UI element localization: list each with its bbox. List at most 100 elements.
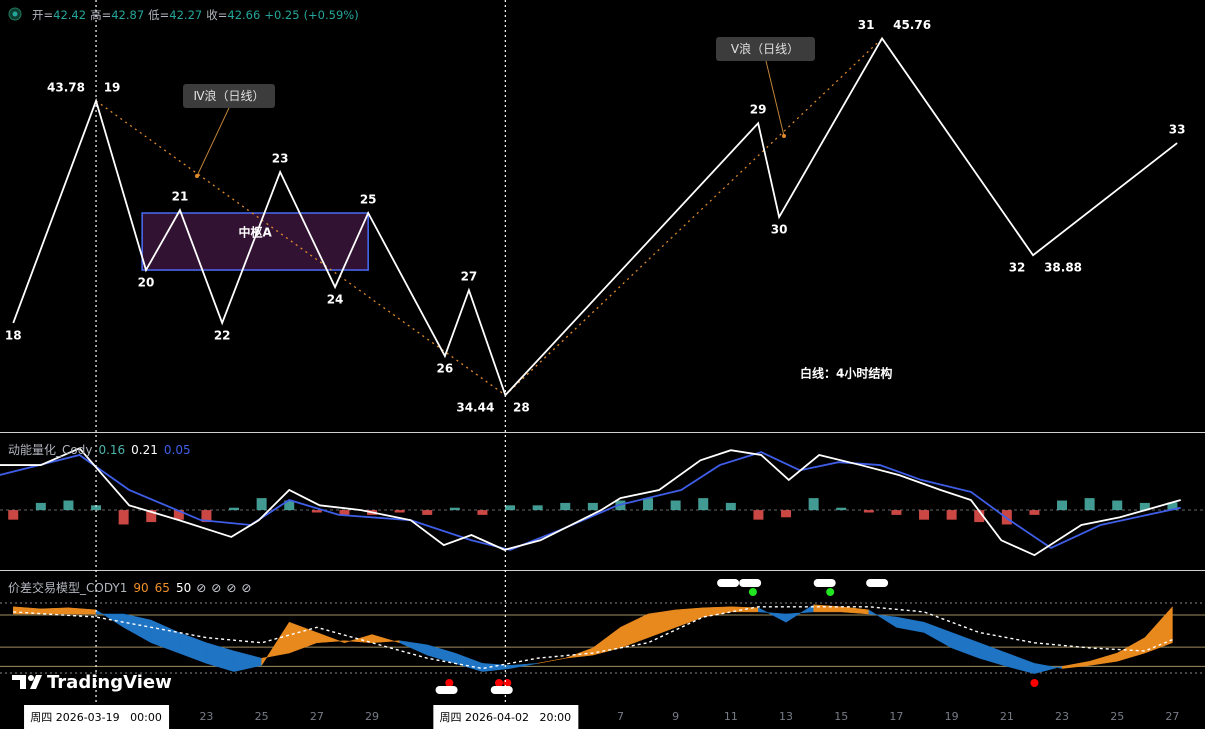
ohlc-value: 42.27	[169, 8, 202, 22]
histogram-bar	[974, 510, 985, 523]
cloud-segment	[288, 621, 318, 654]
status-icon-dot	[12, 11, 18, 17]
flag-icon: ⊘	[241, 581, 251, 595]
cloud-segment	[261, 621, 290, 667]
indicator-value: 0.16	[98, 443, 125, 457]
histogram-bar	[284, 500, 295, 511]
wave-label: 27	[461, 270, 478, 284]
histogram-bar	[1057, 500, 1068, 511]
histogram-bar	[256, 498, 267, 511]
wave-label: 31	[858, 18, 875, 32]
cloud-segment	[565, 647, 594, 659]
wave-label: 32	[1009, 261, 1026, 275]
histogram-bar	[781, 510, 792, 518]
histogram-bar	[173, 510, 184, 520]
wave-label: 19	[104, 80, 121, 94]
brand-name: TradingView	[47, 672, 172, 693]
signal-marker	[503, 679, 512, 687]
callout-dot	[782, 134, 786, 138]
header: 开=42.42 高=42.87 低=42.27 收=42.66 +0.25 (+0.59%…	[8, 7, 359, 22]
x-tick-label: 25	[1110, 710, 1124, 723]
wave-label: 33	[1169, 123, 1186, 137]
histogram-bar	[643, 498, 654, 511]
cloud-segment	[1144, 606, 1173, 654]
pivot-label: 中枢A	[239, 225, 273, 240]
cloud-segment	[537, 657, 566, 664]
histogram-bar	[91, 505, 102, 511]
cloud-segment	[702, 606, 732, 618]
x-tick-label: 23	[199, 710, 213, 723]
x-tick-label: 15	[834, 710, 848, 723]
cloud-segment	[923, 621, 952, 649]
cloud-segment	[1116, 637, 1146, 662]
wave-label: 21	[172, 190, 189, 204]
indicator-name: 动能量化_Cody	[8, 443, 92, 457]
ohlc-value: 42.42	[53, 8, 86, 22]
indicator-value: 0.05	[164, 443, 191, 457]
histogram-bar	[1084, 498, 1095, 511]
cloud-segment	[509, 663, 538, 669]
cloud-segment	[675, 607, 704, 628]
histogram-bar	[505, 505, 516, 511]
logo-mark	[12, 675, 42, 689]
cloud-segment	[233, 650, 262, 672]
signal-marker	[866, 579, 889, 587]
ohlc-label: 开=	[32, 8, 53, 22]
cloud-segment	[592, 626, 621, 656]
cloud-segment	[399, 640, 428, 656]
histogram-bar	[1112, 500, 1123, 511]
wave-label: 20	[138, 276, 155, 290]
histogram-bar	[449, 507, 460, 511]
indicator-title: 动能量化_Cody 0.16 0.21 0.05	[8, 443, 191, 457]
histogram-bar	[477, 510, 488, 515]
price-label: 43.78	[47, 80, 85, 94]
flag-icon: ⊘	[226, 581, 236, 595]
flag-icon: ⊘	[196, 581, 206, 595]
histogram-bar	[311, 510, 322, 513]
x-tick-label: 13	[779, 710, 793, 723]
histogram-bar	[229, 507, 240, 511]
ohlc-label: 高=	[90, 8, 111, 22]
cloud-segment	[68, 607, 97, 615]
x-tick-label: 21	[1000, 710, 1014, 723]
callout-text: Ⅴ浪（日线）	[731, 41, 799, 56]
wave-label: 28	[513, 401, 530, 415]
change-pct: (+0.59%)	[304, 8, 359, 22]
x-tick-label: 9	[672, 710, 679, 723]
histogram-bar	[8, 510, 19, 520]
wave-label: 18	[5, 328, 22, 342]
annotations: Ⅳ浪（日线） Ⅴ浪（日线） 白线：4小时结构	[183, 37, 892, 381]
branding: TradingView	[12, 672, 172, 693]
cloud-segment	[454, 652, 483, 672]
cursor-label: 周四 2026-04-02 20:00	[440, 711, 572, 724]
x-tick-label: 25	[255, 710, 269, 723]
signal-marker	[748, 588, 757, 596]
x-tick-label: 17	[889, 710, 903, 723]
cloud-segment	[840, 606, 870, 615]
ohlc-label: 低=	[148, 8, 169, 22]
histogram-bar	[339, 510, 350, 515]
wave-label: 25	[360, 193, 377, 207]
cloud-segment	[150, 619, 180, 654]
cloud-segment	[647, 609, 676, 638]
cloud-segment	[1061, 660, 1090, 669]
histogram-bar	[35, 502, 46, 511]
level-value: 65	[155, 581, 170, 595]
cloud-segment	[868, 609, 897, 628]
cursor-box	[24, 705, 170, 729]
callout-box	[716, 37, 815, 61]
ohlc: 开=42.42 高=42.87 低=42.27 收=42.66 +0.25 (+0.59%…	[32, 8, 359, 22]
indicator-line	[0, 451, 1181, 551]
price-label: 34.44	[456, 401, 494, 415]
signal-marker	[826, 588, 835, 596]
callout-line	[765, 60, 785, 137]
level-value: 90	[133, 581, 148, 595]
logo-mark	[28, 675, 34, 681]
signal-marker	[495, 679, 504, 687]
indicator-name: 价差交易模型_CODY1	[8, 580, 127, 595]
histogram-bar	[394, 510, 405, 513]
cursor-label: 周四 2026-03-19 00:00	[30, 711, 162, 724]
price-label: 38.88	[1044, 261, 1082, 275]
cloud-segment	[178, 632, 207, 664]
